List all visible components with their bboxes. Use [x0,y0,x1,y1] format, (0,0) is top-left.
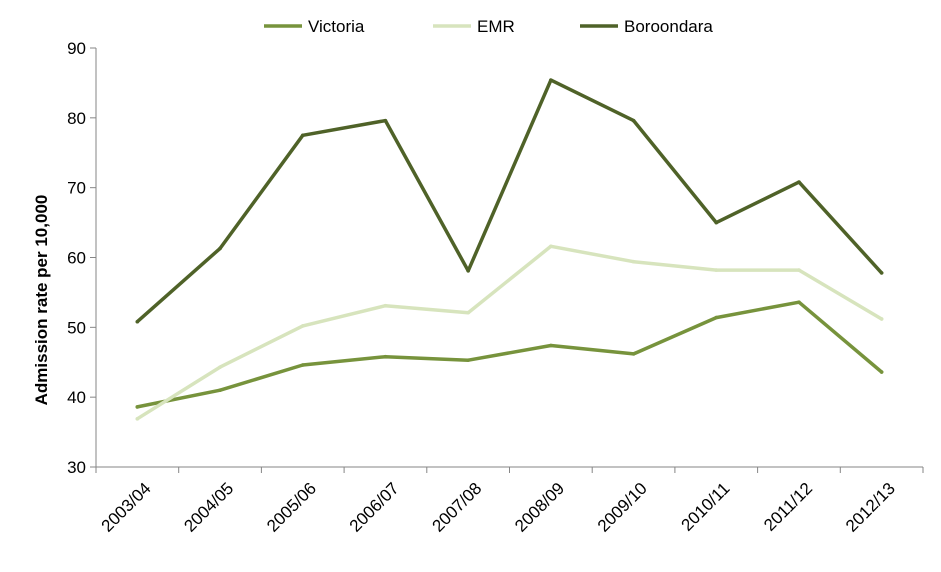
data-point [383,354,388,359]
x-tick-label: 2011/12 [760,479,816,535]
y-tick-label: 40 [67,388,86,407]
x-tick-label: 2004/05 [180,479,237,536]
data-point [466,358,470,362]
y-axis-title: Admission rate per 10,000 [32,195,51,406]
y-tick-label: 80 [67,109,86,128]
y-tick-label: 30 [67,458,86,477]
data-point [466,310,470,315]
x-tick-label: 2005/06 [263,479,320,536]
x-tick-label: 2006/07 [346,479,403,536]
legend: Victoria EMR Boroondara [264,17,713,36]
series-emr [135,244,884,421]
y-axis: 30 40 50 60 70 80 90 [67,39,96,477]
legend-item: Boroondara [580,17,713,36]
data-point [797,300,801,304]
data-point [631,259,636,264]
data-point [218,365,222,369]
series-victoria [135,300,884,409]
data-point [135,405,140,409]
data-point [797,180,801,184]
data-point [631,352,636,356]
x-tick-label: 2009/10 [594,479,651,536]
data-point [300,324,305,328]
legend-label: Victoria [308,17,365,36]
x-tick-label: 2003/04 [98,479,155,536]
data-point [300,363,305,367]
data-point [879,370,884,374]
x-tick-label: 2007/08 [429,479,486,536]
data-point [135,319,140,324]
data-point [300,133,305,138]
x-tick-label: 2010/11 [677,479,733,535]
data-point [549,343,553,348]
legend-label: EMR [477,17,515,36]
data-point [879,317,884,321]
plot-area [135,78,884,421]
y-tick-label: 50 [67,318,86,337]
data-point [135,417,140,421]
data-point [218,246,222,251]
data-point [549,244,553,249]
legend-item: Victoria [264,17,365,36]
y-tick-label: 90 [67,39,86,58]
x-tick-label: 2012/13 [842,479,899,536]
legend-label: Boroondara [624,17,713,36]
y-tick-label: 70 [67,179,86,198]
legend-item: EMR [433,17,515,36]
data-point [383,118,388,123]
series-line [135,244,884,421]
series-line [135,300,884,409]
y-tick-label: 60 [67,249,86,268]
data-point [549,78,553,82]
series-line [135,78,884,324]
data-point [797,268,801,272]
data-point [383,303,388,308]
x-axis: 2003/04 2004/05 2005/06 2006/07 2007/08 2008/… [95,467,924,536]
data-point [466,268,470,273]
data-point [714,268,719,272]
x-tick-label: 2008/09 [511,479,568,536]
data-point [714,315,719,320]
series-boroondara [135,78,884,324]
data-point [631,118,636,123]
data-point [218,388,222,392]
data-point [879,271,884,275]
data-point [714,220,719,225]
